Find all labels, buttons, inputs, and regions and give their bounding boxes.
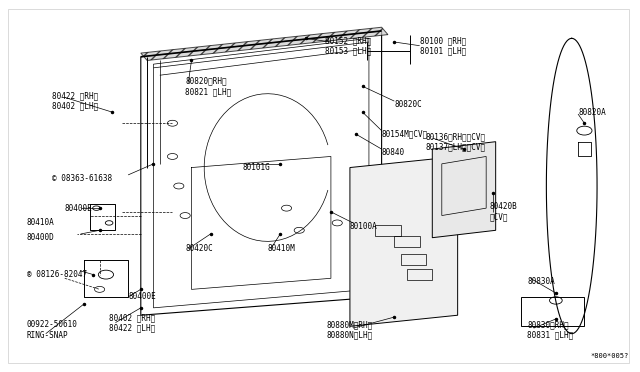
Text: 80136〈RH〉〈CV〉
80137〈LH〉〈CV〉: 80136〈RH〉〈CV〉 80137〈LH〉〈CV〉 <box>426 132 486 151</box>
Text: 80100 〈RH〉
80101 〈LH〉: 80100 〈RH〉 80101 〈LH〉 <box>420 36 466 55</box>
Text: 80154M〈CV〉: 80154M〈CV〉 <box>381 130 428 139</box>
Text: 80400D: 80400D <box>27 233 54 242</box>
Text: 80100A: 80100A <box>350 222 378 231</box>
Text: 80820A: 80820A <box>578 108 606 117</box>
Text: 80410A: 80410A <box>27 218 54 227</box>
Polygon shape <box>350 157 458 326</box>
Text: 80400E: 80400E <box>65 203 93 213</box>
Text: 80420C: 80420C <box>185 244 213 253</box>
Polygon shape <box>141 27 388 61</box>
Text: 80152 〈RH〉
80153 〈LH〉: 80152 〈RH〉 80153 〈LH〉 <box>324 36 371 55</box>
Text: 80422 〈RH〉
80402 〈LH〉: 80422 〈RH〉 80402 〈LH〉 <box>52 92 99 111</box>
Text: 80101G: 80101G <box>242 163 270 172</box>
Text: 00922-50610
RING-SNAP: 00922-50610 RING-SNAP <box>27 320 77 340</box>
Text: 80400E: 80400E <box>128 292 156 301</box>
Text: © 08363-61638: © 08363-61638 <box>52 174 112 183</box>
Bar <box>394 236 420 247</box>
Text: 80820〈RH〉
80821 〈LH〉: 80820〈RH〉 80821 〈LH〉 <box>185 77 232 96</box>
Text: ® 08126-82047: ® 08126-82047 <box>27 270 87 279</box>
Text: 80880M〈RH〉
80880N〈LH〉: 80880M〈RH〉 80880N〈LH〉 <box>327 320 373 340</box>
Text: 80830A: 80830A <box>527 278 555 286</box>
Bar <box>407 269 432 280</box>
Bar <box>521 297 584 326</box>
Text: *800*005?: *800*005? <box>591 353 629 359</box>
Text: 80402 〈RH〉
80422 〈LH〉: 80402 〈RH〉 80422 〈LH〉 <box>109 313 156 332</box>
Text: 80820C: 80820C <box>394 100 422 109</box>
Bar <box>375 225 401 236</box>
Text: 80420B
〈CV〉: 80420B 〈CV〉 <box>490 202 517 222</box>
Text: 80840: 80840 <box>381 148 404 157</box>
Bar <box>401 254 426 265</box>
Text: 80410M: 80410M <box>268 244 295 253</box>
Polygon shape <box>432 142 495 238</box>
Text: 80830〈RH〉
80831 〈LH〉: 80830〈RH〉 80831 〈LH〉 <box>527 320 573 340</box>
